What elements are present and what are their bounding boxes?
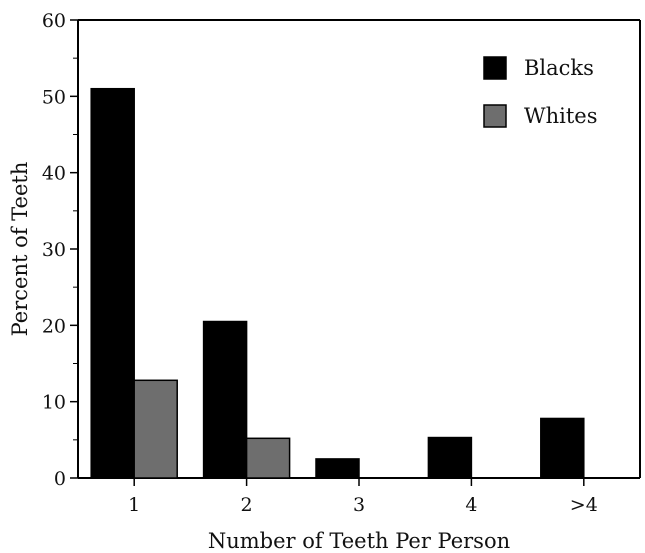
bar-blacks-3 [315,458,360,479]
bar-blacks-2 [202,320,248,479]
legend-label-blacks: Blacks [524,56,594,80]
y-tick-label: 40 [42,163,66,185]
y-axis-ticks: 0 10 20 30 40 50 60 [42,10,78,490]
y-tick-label: 10 [42,392,66,414]
x-tick-label: >4 [570,494,598,516]
x-axis-label: Number of Teeth Per Person [208,529,510,553]
x-axis-ticks: 1 2 3 4 >4 [128,478,598,516]
x-tick-label: 3 [353,494,365,516]
x-tick-label: 1 [128,494,140,516]
bar-blacks-4 [427,436,473,479]
y-tick-label: 20 [42,315,66,337]
bar-blacks-1 [90,87,135,479]
bar-whites-1 [133,379,178,479]
bars [90,87,585,479]
y-axis-label: Percent of Teeth [8,162,32,337]
legend: Blacks Whites [483,56,597,128]
y-tick-label: 50 [42,86,66,108]
legend-label-whites: Whites [524,104,597,128]
x-tick-label: 2 [241,494,253,516]
legend-swatch-blacks [483,56,507,80]
legend-swatch-whites [483,104,507,128]
bar-blacks-5 [540,417,585,479]
bar-whites-2 [245,437,291,479]
x-tick-label: 4 [465,494,477,516]
y-tick-label: 0 [54,468,66,490]
y-tick-label: 30 [42,239,66,261]
y-tick-label: 60 [42,10,66,32]
